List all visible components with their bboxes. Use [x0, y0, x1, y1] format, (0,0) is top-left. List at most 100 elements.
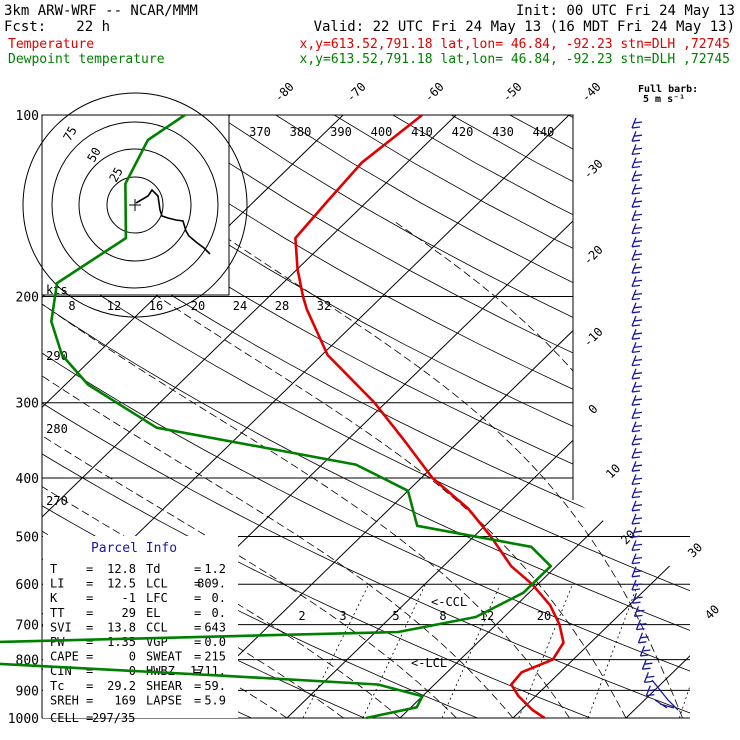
parcel-value: 29 [122, 606, 136, 620]
theta-label: 440 [533, 125, 555, 139]
parcel-eq: = [194, 650, 201, 664]
hodograph-ring-label: 75 [60, 124, 79, 144]
wind-barb-icon [631, 328, 643, 340]
wind-barb-icon [631, 170, 643, 182]
parcel-eq: = [86, 606, 93, 620]
isotherm-line [399, 115, 690, 718]
hodograph-ring [78, 148, 192, 262]
parcel-info-title: Parcel Info [91, 541, 177, 556]
theta-label: 420 [452, 125, 474, 139]
wind-barb-icon [631, 408, 643, 420]
parcel-value: 29.2 [107, 679, 136, 693]
wind-barb-icon [639, 645, 651, 657]
isotherm-label: -60 [422, 80, 447, 105]
parcel-label: TT [50, 606, 64, 620]
dry-adiabat [42, 115, 690, 718]
parcel-eq: = [86, 650, 93, 664]
hodograph-ring-label: 25 [106, 165, 125, 185]
init-time: Init: 00 UTC Fri 24 May 13 [516, 3, 735, 19]
dry-adiabat [42, 115, 690, 718]
parcel-label: PW [50, 635, 65, 649]
legend-temperature-info: x,y=613.52,791.18 lat,lon= 46.84, -92.23… [300, 37, 730, 52]
legend-temperature-name: Temperature [8, 37, 94, 52]
legend-dewpoint-name: Dewpoint temperature [8, 52, 165, 67]
wind-barb-icon [631, 262, 643, 274]
barb-legend: Full barb: 5 m s⁻¹ [638, 84, 698, 105]
parcel-label: LAPSE [146, 693, 182, 707]
wind-barb-icon [631, 540, 643, 552]
wind-speed-label: 32 [317, 299, 331, 313]
wind-speed-label: 20 [191, 299, 205, 313]
wind-barbs [631, 117, 679, 711]
parcel-eq: = [86, 693, 93, 707]
parcel-eq: = [86, 711, 93, 725]
dry-adiabat [42, 115, 690, 718]
mixing-ratio-line [362, 584, 426, 718]
parcel-value: 13.8 [107, 620, 136, 634]
wind-barb-icon [631, 421, 643, 433]
wind-barb-icon [631, 183, 643, 195]
wind-barb-icon [631, 592, 643, 604]
wind-speed-label: 8 [68, 299, 75, 313]
wind-barb-icon [631, 157, 643, 169]
parcel-value: 0. [212, 606, 226, 620]
hodograph-ring [106, 176, 164, 234]
hodograph-ring-label: 50 [84, 145, 103, 165]
mixing-ratio-line [441, 584, 501, 718]
dry-adiabat [158, 115, 690, 718]
legend-dewpoint-info: x,y=613.52,791.18 lat,lon= 46.84, -92.23… [300, 52, 730, 67]
parcel-eq: = [86, 664, 93, 678]
dry-adiabat [42, 115, 690, 718]
dry-adiabat [42, 115, 690, 718]
isotherm-line [42, 115, 344, 718]
wind-barb-icon [643, 672, 655, 684]
parcel-value: 1.2 [204, 562, 226, 576]
moist-adiabat [42, 220, 514, 718]
dewpoint-trace [0, 113, 553, 720]
isotherm-label: -30 [581, 157, 606, 182]
parcel-value: 12.8 [107, 562, 136, 576]
moist-adiabat [600, 220, 690, 718]
isotherm-line [173, 115, 690, 718]
hodograph-trace [135, 188, 211, 255]
theta-label: 430 [492, 125, 514, 139]
wind-barb-icon [631, 394, 643, 406]
isotherm-label: 10 [603, 461, 623, 481]
theta-label: 400 [371, 125, 393, 139]
ccl-marker: <-CCL [431, 595, 467, 609]
fcst-label: Fcst: [4, 19, 46, 35]
isotherm-label: -20 [581, 243, 606, 268]
isotherm-line [512, 115, 690, 718]
parcel-eq: = [86, 635, 93, 649]
pressure-tick-label: 600 [16, 578, 39, 593]
mixing-ratio-label: 5 [392, 609, 399, 623]
theta-label: 380 [290, 125, 312, 139]
isotherm-label: -50 [500, 80, 525, 105]
parcel-eq: = [194, 635, 201, 649]
parcel-value: 809. [197, 577, 226, 591]
wind-barb-icon [631, 500, 643, 512]
pressure-tick-label: 1000 [8, 712, 39, 727]
wind-barb-icon [631, 579, 643, 591]
theta-label: 390 [330, 125, 352, 139]
header: 3km ARW-WRF -- NCAR/MMM Init: 00 UTC Fri… [4, 3, 735, 67]
wind-speed-label: 12 [107, 299, 121, 313]
wind-barb-icon [631, 130, 643, 142]
mixing-ratio-label: 3 [339, 609, 346, 623]
lcl-marker: <-LCL [411, 656, 447, 670]
wind-barb-icon [631, 566, 643, 578]
theta-label: 370 [249, 125, 271, 139]
theta-label: 410 [411, 125, 433, 139]
parcel-value: 643 [204, 620, 226, 634]
wind-barb-icon [631, 526, 643, 538]
pressure-tick-label: 900 [16, 684, 39, 699]
dry-adiabat [42, 115, 690, 718]
wind-barb-icon [631, 381, 643, 393]
parcel-eq: = [194, 679, 201, 693]
theta-lower-label: 270 [46, 494, 68, 508]
dry-adiabat [392, 115, 690, 718]
moist-adiabat [393, 220, 690, 718]
pressure-tick-label: 200 [16, 291, 39, 306]
